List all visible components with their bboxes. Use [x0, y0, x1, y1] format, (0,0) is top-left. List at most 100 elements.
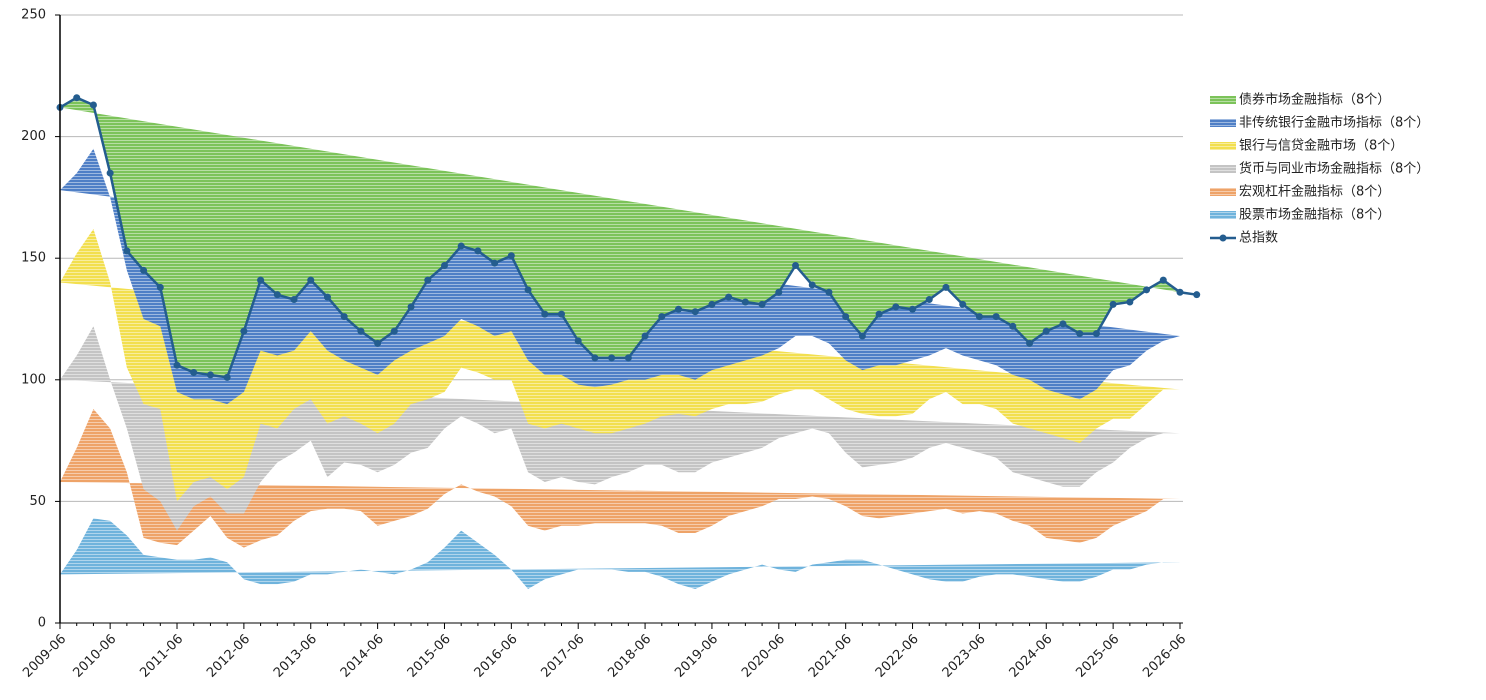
x-tick-label: 2016-06: [472, 632, 521, 681]
point: [557, 310, 565, 318]
legend-swatch: [1210, 96, 1236, 104]
x-tick-label: 2014-06: [338, 632, 387, 681]
point: [1176, 288, 1184, 296]
point: [123, 247, 131, 255]
point: [591, 354, 599, 362]
point: [574, 337, 582, 345]
point: [1059, 320, 1067, 328]
point: [240, 327, 248, 335]
point: [708, 300, 716, 308]
point: [390, 327, 398, 335]
point: [875, 310, 883, 318]
point: [775, 288, 783, 296]
y-tick-label: 50: [29, 494, 46, 509]
point: [541, 310, 549, 318]
point: [725, 293, 733, 301]
point: [1159, 276, 1167, 284]
point: [1193, 291, 1201, 299]
point: [524, 286, 532, 294]
point: [925, 296, 933, 304]
y-tick-label: 250: [21, 8, 46, 23]
x-tick-label: 2021-06: [806, 632, 855, 681]
y-tick-label: 100: [21, 372, 46, 387]
y-tick-label: 200: [21, 129, 46, 144]
point: [641, 332, 649, 340]
point: [808, 281, 816, 289]
point: [758, 300, 766, 308]
legend-label: 非传统银行金融市场指标（8个）: [1239, 115, 1429, 131]
point: [1126, 298, 1134, 306]
x-tick-label: 2020-06: [739, 632, 788, 681]
area: [60, 97, 1180, 378]
point: [1143, 286, 1151, 294]
legend-label: 总指数: [1239, 231, 1278, 246]
point: [474, 247, 482, 255]
x-tick-label: 2026-06: [1140, 632, 1189, 681]
legend-swatch: [1219, 234, 1227, 242]
point: [1042, 327, 1050, 335]
point: [1092, 330, 1100, 338]
point: [206, 371, 214, 379]
point: [825, 288, 833, 296]
point: [491, 259, 499, 267]
point: [424, 276, 432, 284]
x-tick-label: 2024-06: [1007, 632, 1056, 681]
point: [307, 276, 315, 284]
point: [792, 261, 800, 269]
point: [1076, 330, 1084, 338]
point: [457, 242, 465, 250]
point: [290, 296, 298, 304]
area: [60, 518, 1180, 589]
x-tick-label: 2011-06: [137, 632, 186, 681]
point: [156, 283, 164, 291]
point: [608, 354, 616, 362]
point: [741, 298, 749, 306]
legend-swatch: [1210, 211, 1236, 219]
point: [1009, 322, 1017, 330]
x-tick-label: 2017-06: [538, 632, 587, 681]
point: [892, 303, 900, 311]
point: [223, 373, 231, 381]
x-tick-label: 2023-06: [940, 632, 989, 681]
legend-label: 宏观杠杆金融指标（8个）: [1239, 184, 1390, 200]
y-tick-label: 150: [21, 251, 46, 266]
x-tick-label: 2015-06: [405, 632, 454, 681]
point: [440, 261, 448, 269]
legend-label: 银行与信贷金融市场（8个）: [1239, 138, 1403, 154]
legend-swatch: [1210, 119, 1236, 127]
y-tick-label: 0: [38, 616, 46, 631]
legend-swatch: [1210, 142, 1236, 150]
point: [89, 101, 97, 109]
point: [959, 300, 967, 308]
point: [942, 283, 950, 291]
point: [140, 266, 148, 274]
x-tick-label: 2025-06: [1073, 632, 1122, 681]
legend-swatch: [1210, 165, 1236, 173]
x-tick-label: 2013-06: [271, 632, 320, 681]
point: [323, 293, 331, 301]
point: [357, 327, 365, 335]
point: [1109, 300, 1117, 308]
point: [73, 94, 81, 102]
point: [374, 339, 382, 347]
point: [658, 313, 666, 321]
point: [975, 313, 983, 321]
point: [1026, 339, 1034, 347]
x-tick-label: 2010-06: [70, 632, 119, 681]
point: [407, 303, 415, 311]
x-tick-label: 2022-06: [873, 632, 922, 681]
x-tick-label: 2018-06: [605, 632, 654, 681]
point: [992, 313, 1000, 321]
point: [273, 291, 281, 299]
point: [691, 308, 699, 316]
legend-label: 债券市场金融指标（8个）: [1239, 92, 1390, 108]
point: [675, 305, 683, 313]
point: [106, 169, 114, 177]
point: [624, 354, 632, 362]
x-tick-label: 2012-06: [204, 632, 253, 681]
legend-label: 股票市场金融指标（8个）: [1239, 207, 1390, 223]
point: [858, 332, 866, 340]
legend-label: 货币与同业市场金融指标（8个）: [1239, 161, 1429, 177]
point: [507, 252, 515, 260]
